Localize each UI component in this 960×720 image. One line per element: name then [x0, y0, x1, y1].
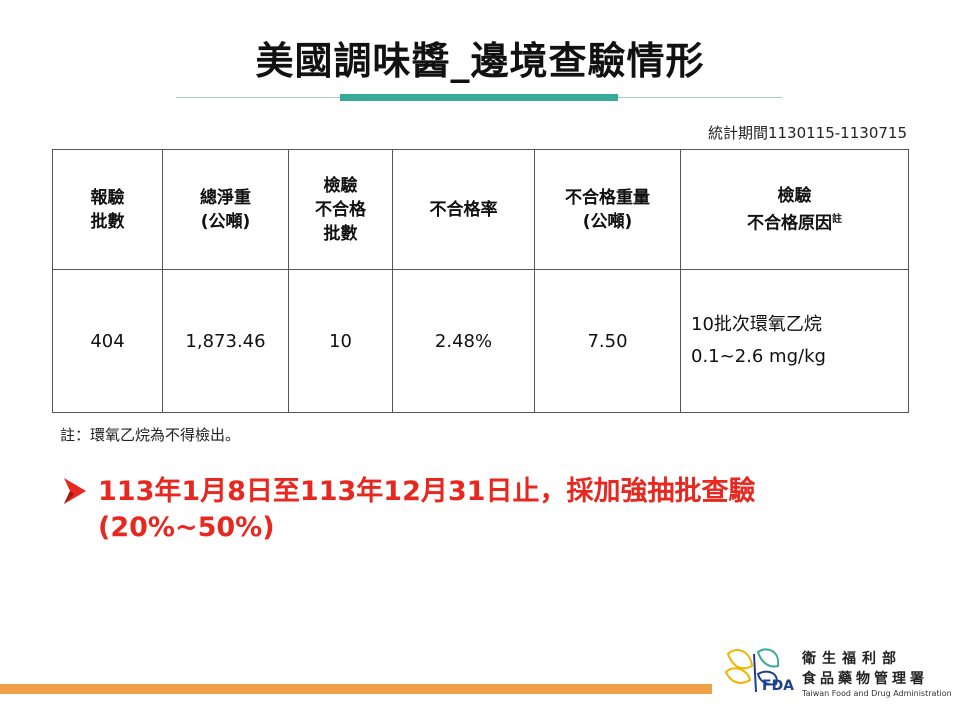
cell-failed-weight: 7.50: [534, 269, 681, 413]
cell-net-weight: 1,873.46: [162, 269, 289, 413]
agency-name: 食品藥物管理署: [802, 671, 928, 687]
cell-failed-lots: 10: [288, 269, 393, 413]
bullet-line1: 113年1月8日至113年12月31日止，採加強抽批查驗: [98, 476, 756, 507]
header-lots: 報驗 批數: [52, 149, 163, 270]
butterfly-logo-icon: [724, 648, 780, 693]
header-net-weight-line1: 總淨重: [200, 187, 251, 208]
header-failed-weight-line2: (公噸): [582, 211, 633, 232]
bottom-accent-bar: [0, 684, 712, 694]
agency-logo: FDA 衛生福利部 食品藥物管理署 Taiwan Food and Drug A…: [722, 644, 954, 708]
header-failure-reason-text: 不合格原因: [747, 213, 832, 234]
ministry-name: 衛生福利部: [802, 651, 902, 667]
bullet-line2: (20%~50%): [98, 512, 275, 543]
cell-failure-reason: 10批次環氧乙烷 0.1~2.6 mg/kg: [680, 269, 909, 413]
bullet-point: 113年1月8日至113年12月31日止，採加強抽批查驗 (20%~50%): [62, 474, 922, 546]
bullet-text: 113年1月8日至113年12月31日止，採加強抽批查驗 (20%~50%): [98, 474, 922, 546]
agency-name-english: Taiwan Food and Drug Administration: [802, 689, 952, 698]
cell-failure-rate: 2.48%: [392, 269, 535, 413]
header-lots-line2: 批數: [90, 211, 125, 232]
footnote: 註：環氧乙烷為不得檢出。: [60, 426, 241, 444]
statistics-period: 統計期間1130115-1130715: [707, 124, 907, 142]
header-failed-weight-line1: 不合格重量: [565, 187, 650, 208]
header-failure-reason: 檢驗 不合格原因註: [680, 149, 909, 270]
table-header-row: 報驗 批數 總淨重 (公噸) 檢驗 不合格 批數 不合格率 不合格重量 (公噸)…: [52, 149, 909, 270]
table-row: 404 1,873.46 10 2.48% 7.50 10批次環氧乙烷 0.1~…: [52, 269, 909, 413]
reason-line1: 10批次環氧乙烷: [691, 314, 822, 335]
title-underline-accent: [340, 94, 618, 101]
page-title: 美國調味醬_邊境查驗情形: [255, 39, 705, 83]
header-failed-weight: 不合格重量 (公噸): [534, 149, 681, 270]
header-net-weight: 總淨重 (公噸): [162, 149, 289, 270]
header-net-weight-line2: (公噸): [200, 211, 251, 232]
header-failure-rate-line1: 不合格率: [429, 199, 498, 220]
footnote-mark: 註: [832, 213, 842, 225]
reason-line2: 0.1~2.6 mg/kg: [691, 346, 826, 367]
header-failed-lots-line1: 檢驗: [323, 175, 358, 196]
header-failure-rate: 不合格率: [392, 149, 535, 270]
header-lots-line1: 報驗: [90, 187, 125, 208]
fda-wordmark: FDA: [762, 678, 795, 694]
inspection-table: 報驗 批數 總淨重 (公噸) 檢驗 不合格 批數 不合格率 不合格重量 (公噸)…: [52, 149, 909, 413]
header-failure-reason-line1: 檢驗: [777, 185, 812, 206]
cell-lots: 404: [52, 269, 163, 413]
header-failed-lots: 檢驗 不合格 批數: [288, 149, 393, 270]
header-failed-lots-line2: 不合格: [315, 199, 366, 220]
arrow-bullet-icon: [64, 478, 86, 504]
header-failed-lots-line3: 批數: [323, 223, 358, 244]
header-failure-reason-line2: 不合格原因註: [681, 208, 908, 236]
